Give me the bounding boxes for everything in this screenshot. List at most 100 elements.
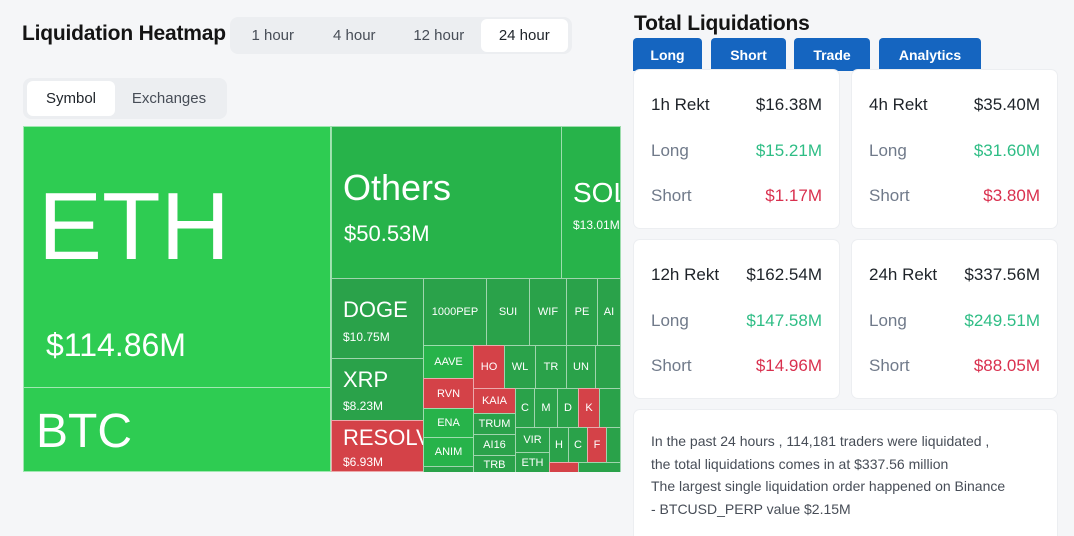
treemap-cell-pe[interactable]: PE: [566, 278, 598, 346]
long-label: Long: [651, 311, 689, 330]
cell-name: KAIA: [481, 395, 508, 407]
summary-line: In the past 24 hours , 114,181 traders w…: [651, 433, 990, 449]
cell-name: PE: [574, 306, 590, 318]
cell-name: VIR: [523, 434, 542, 446]
short-label: Short: [869, 186, 910, 205]
long-button[interactable]: Long: [633, 38, 702, 71]
cell-value: $8.23M: [343, 399, 384, 413]
treemap-cell-aave[interactable]: AAVE: [423, 345, 474, 379]
treemap-cell-btc[interactable]: BTC: [23, 387, 331, 472]
tab-1-hour[interactable]: 1 hour: [251, 27, 295, 44]
treemap-cell-kaia[interactable]: KAIA: [473, 388, 516, 414]
treemap-cell-small-1[interactable]: [595, 345, 621, 389]
card-total: $16.38M: [755, 95, 822, 114]
heatmap-title: Liquidation Heatmap: [22, 22, 226, 45]
cell-name: C: [574, 439, 582, 451]
liquidation-summary: In the past 24 hours , 114,181 traders w…: [634, 410, 1057, 536]
treemap-cell-anim[interactable]: ANIM: [423, 437, 474, 467]
cell-name: F: [593, 439, 601, 451]
analytics-button[interactable]: Analytics: [879, 38, 981, 71]
treemap-cell-rvn[interactable]: RVN: [423, 378, 474, 409]
cell-name: TR: [543, 361, 559, 373]
tab-12-hour[interactable]: 12 hour: [413, 27, 465, 44]
cell-name: TRB: [483, 459, 506, 471]
short-label: Short: [651, 186, 692, 205]
short-value: $3.80M: [983, 186, 1040, 205]
card-total: $162.54M: [746, 265, 822, 284]
treemap-cell-d[interactable]: D: [557, 388, 579, 428]
treemap-cell-doge[interactable]: DOGE $10.75M: [331, 278, 424, 359]
treemap-cell-resolv[interactable]: RESOLV $6.93M: [331, 420, 424, 472]
card-label: 12h Rekt: [651, 265, 720, 284]
cell-name: ENA: [437, 417, 460, 429]
cell-name: HO: [480, 361, 498, 373]
treemap-cell-ai[interactable]: AI: [597, 278, 621, 346]
treemap-cell-eth[interactable]: ETH $114.86M: [23, 126, 331, 388]
treemap-cell-un[interactable]: UN: [566, 345, 596, 389]
card-label: 24h Rekt: [869, 265, 938, 284]
treemap-cell-small-3[interactable]: [599, 388, 621, 428]
cell-name: AI16: [483, 439, 506, 451]
card-label: 1h Rekt: [651, 95, 710, 114]
long-value: $31.60M: [973, 141, 1040, 160]
cell-name: WIF: [537, 306, 559, 318]
treemap-cell-ena[interactable]: ENA: [423, 408, 474, 438]
treemap-cell-sui[interactable]: SUI: [486, 278, 530, 346]
long-label: Long: [869, 141, 907, 160]
treemap-cell-small-6[interactable]: [578, 462, 621, 472]
treemap-cell-ho[interactable]: HO: [473, 345, 505, 389]
treemap-cell-m[interactable]: M: [534, 388, 558, 428]
tab-4-hour[interactable]: 4 hour: [333, 27, 376, 44]
rekt-card-24h: 24h Rekt $337.56M Long $249.51M Short $88.0…: [852, 240, 1057, 398]
tab-24-hour[interactable]: 24 hour: [480, 19, 568, 52]
treemap-cell-f[interactable]: F: [587, 427, 607, 463]
treemap-cell-trump[interactable]: TRUM: [473, 413, 516, 435]
treemap-cell-small-5[interactable]: [549, 462, 579, 472]
long-label: Long: [869, 311, 907, 330]
treemap-cell-h[interactable]: H: [549, 427, 569, 463]
cell-name: 1000PEP: [431, 306, 479, 318]
long-value: $147.58M: [746, 311, 822, 330]
cell-name: ETH: [38, 173, 230, 280]
tab-exchanges[interactable]: Exchanges: [131, 90, 207, 107]
cell-name: XRP: [343, 367, 389, 392]
long-label: Long: [651, 141, 689, 160]
liquidation-treemap: ETH $114.86M BTC Others $50.53M SOL $13.…: [23, 126, 621, 472]
treemap-cell-c-2[interactable]: C: [568, 427, 588, 463]
treemap-cell-ai16[interactable]: AI16: [473, 434, 516, 456]
treemap-cell-small-2[interactable]: [423, 466, 474, 472]
treemap-cell-tr[interactable]: TR: [535, 345, 567, 389]
short-label: Short: [651, 356, 692, 375]
summary-line: the total liquidations comes in at $337.…: [651, 455, 949, 472]
cell-name: BTC: [36, 405, 132, 458]
treemap-cell-1000pepe[interactable]: 1000PEP: [423, 278, 487, 346]
treemap-cell-eth-small[interactable]: ETH: [515, 452, 550, 472]
time-range-tabs: 1 hour 4 hour 12 hour 24 hour: [230, 17, 572, 54]
short-value: $88.05M: [973, 356, 1040, 375]
treemap-cell-sol[interactable]: SOL $13.01M: [561, 126, 621, 279]
treemap-cell-c[interactable]: C: [515, 388, 535, 428]
tab-symbol[interactable]: Symbol: [27, 81, 115, 116]
cell-name: TRUM: [478, 418, 511, 430]
cell-name: SUI: [498, 306, 518, 318]
total-liquidations-title: Total Liquidations: [634, 12, 810, 35]
cell-value: $6.93M: [343, 455, 384, 469]
short-value: $1.17M: [765, 186, 822, 205]
rekt-card-1h: 1h Rekt $16.38M Long $15.21M Short $1.17M: [634, 70, 839, 228]
treemap-cell-wl[interactable]: WL: [504, 345, 536, 389]
cell-value: $10.75M: [343, 330, 390, 344]
treemap-cell-small-4[interactable]: [606, 427, 621, 463]
treemap-cell-k[interactable]: K: [578, 388, 600, 428]
trade-button[interactable]: Trade: [794, 38, 870, 71]
cell-name: SOL: [573, 177, 620, 208]
cell-name: C: [521, 402, 529, 414]
treemap-cell-trb[interactable]: TRB: [473, 455, 516, 472]
treemap-cell-xrp[interactable]: XRP $8.23M: [331, 358, 424, 421]
treemap-cell-others[interactable]: Others $50.53M: [331, 126, 562, 279]
treemap-cell-vir[interactable]: VIR: [515, 427, 550, 453]
cell-name: RESOLV: [343, 425, 424, 450]
treemap-cell-wif[interactable]: WIF: [529, 278, 567, 346]
short-button[interactable]: Short: [711, 38, 786, 71]
card-total: $337.56M: [964, 265, 1040, 284]
